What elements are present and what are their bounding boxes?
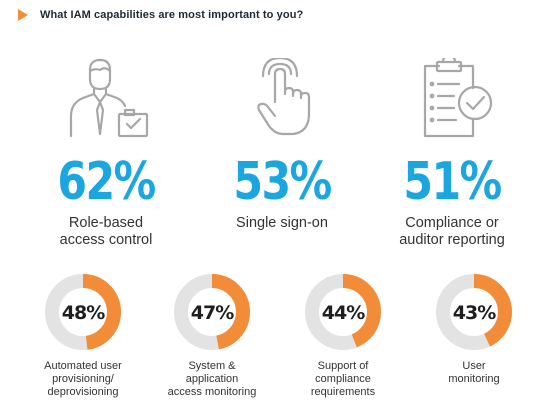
stat-label: Single sign-on xyxy=(236,215,328,231)
donut-chart: 48% xyxy=(45,274,121,350)
clipboard-check-icon xyxy=(423,58,493,138)
stat-percentage: 62% xyxy=(57,152,156,212)
donut-value-label: 44% xyxy=(322,302,365,324)
stat-label: Role-based access control xyxy=(59,215,153,248)
stat-role-based-access-control: 62% Role-based access control xyxy=(21,58,191,249)
chart-header: What IAM capabilities are most important… xyxy=(18,7,303,23)
donut-label: System & application access monitoring xyxy=(167,360,257,398)
stat-compliance-auditor-reporting: 51% Compliance or auditor reporting xyxy=(367,58,537,249)
donut-value-label: 43% xyxy=(453,302,496,324)
chart-title: What IAM capabilities are most important… xyxy=(40,9,304,21)
donut-chart: 43% xyxy=(436,274,512,350)
donut-label: Support of compliance requirements xyxy=(310,360,376,398)
donut-ring-value xyxy=(45,274,121,350)
stat-percentage: 53% xyxy=(233,152,332,212)
stat-percentage: 51% xyxy=(403,152,502,212)
donut-automated-user-provisioning: 48% Automated user provisioning/ deprovi… xyxy=(22,272,144,399)
donut-value-label: 47% xyxy=(191,302,234,324)
donut-system-application-access-monitoring: 47% System & application access monitori… xyxy=(151,272,273,399)
hand-tap-icon xyxy=(257,58,311,136)
donut-ring-value xyxy=(305,274,381,350)
donut-ring-value xyxy=(174,274,250,350)
donut-user-monitoring: 43% User monitoring xyxy=(413,272,535,386)
donut-label: User monitoring xyxy=(448,360,500,385)
donut-support-compliance-requirements: 44% Support of compliance requirements xyxy=(282,272,404,399)
stat-label: Compliance or auditor reporting xyxy=(399,215,505,248)
donut-chart: 44% xyxy=(305,274,381,350)
triangle-bullet-icon xyxy=(18,9,28,21)
donut-ring-value xyxy=(436,274,512,350)
donut-value-label: 48% xyxy=(62,302,105,324)
stat-single-sign-on: 53% Single sign-on xyxy=(197,58,367,232)
donut-label: Automated user provisioning/ deprovision… xyxy=(44,360,122,398)
user-with-checklist-icon xyxy=(69,58,149,138)
donut-chart: 47% xyxy=(174,274,250,350)
